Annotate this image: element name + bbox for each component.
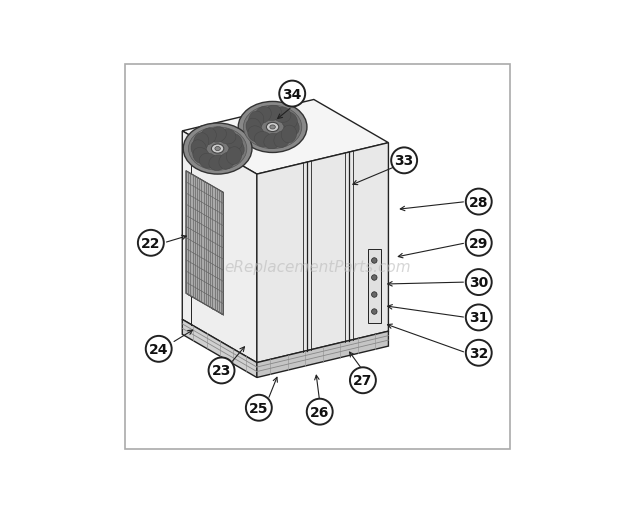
Polygon shape [186,172,223,315]
Circle shape [138,231,164,256]
Circle shape [279,81,305,107]
Text: 23: 23 [212,364,231,378]
Circle shape [371,258,377,264]
Text: 31: 31 [469,311,489,325]
Ellipse shape [209,128,226,143]
Ellipse shape [281,126,296,144]
Circle shape [146,336,172,362]
Ellipse shape [244,106,302,149]
Ellipse shape [238,102,307,153]
Text: 25: 25 [249,401,268,415]
Ellipse shape [209,156,226,171]
Circle shape [307,399,333,425]
Text: 26: 26 [310,405,329,419]
Text: 27: 27 [353,374,373,387]
Ellipse shape [215,147,220,151]
Ellipse shape [199,154,217,169]
Circle shape [246,395,272,421]
Ellipse shape [248,127,265,143]
Ellipse shape [273,108,291,123]
Ellipse shape [226,148,242,165]
Text: 30: 30 [469,275,489,290]
Ellipse shape [193,133,209,151]
Text: 29: 29 [469,236,489,250]
Ellipse shape [226,134,242,150]
Text: 24: 24 [149,342,169,356]
Ellipse shape [249,112,264,130]
Circle shape [371,309,377,315]
Ellipse shape [246,119,262,136]
Circle shape [466,270,492,295]
Text: 34: 34 [283,88,302,101]
Ellipse shape [211,145,224,154]
Ellipse shape [281,112,298,129]
Circle shape [371,292,377,298]
Ellipse shape [219,153,235,170]
Text: 32: 32 [469,346,489,360]
Ellipse shape [191,140,206,158]
Polygon shape [257,144,389,363]
Polygon shape [182,100,389,175]
Ellipse shape [254,132,272,148]
Ellipse shape [267,123,279,132]
Ellipse shape [264,106,281,122]
Circle shape [371,275,377,280]
Ellipse shape [200,129,216,146]
Text: 28: 28 [469,195,489,209]
Text: 22: 22 [141,236,161,250]
Ellipse shape [188,128,247,171]
Ellipse shape [184,124,252,175]
Ellipse shape [229,140,244,158]
Circle shape [466,305,492,331]
Ellipse shape [270,126,275,130]
Ellipse shape [264,134,281,150]
Circle shape [466,231,492,256]
Ellipse shape [284,119,299,136]
Ellipse shape [274,131,290,148]
Ellipse shape [193,148,210,164]
Text: 33: 33 [394,154,414,168]
Ellipse shape [255,107,272,124]
Text: eReplacementParts.com: eReplacementParts.com [224,260,411,274]
Polygon shape [368,249,381,324]
Circle shape [208,358,234,384]
Circle shape [466,189,492,215]
Circle shape [391,148,417,174]
Ellipse shape [218,129,236,145]
Polygon shape [182,320,257,378]
Polygon shape [257,331,389,378]
Polygon shape [182,132,257,363]
Circle shape [466,340,492,366]
Circle shape [350,367,376,393]
